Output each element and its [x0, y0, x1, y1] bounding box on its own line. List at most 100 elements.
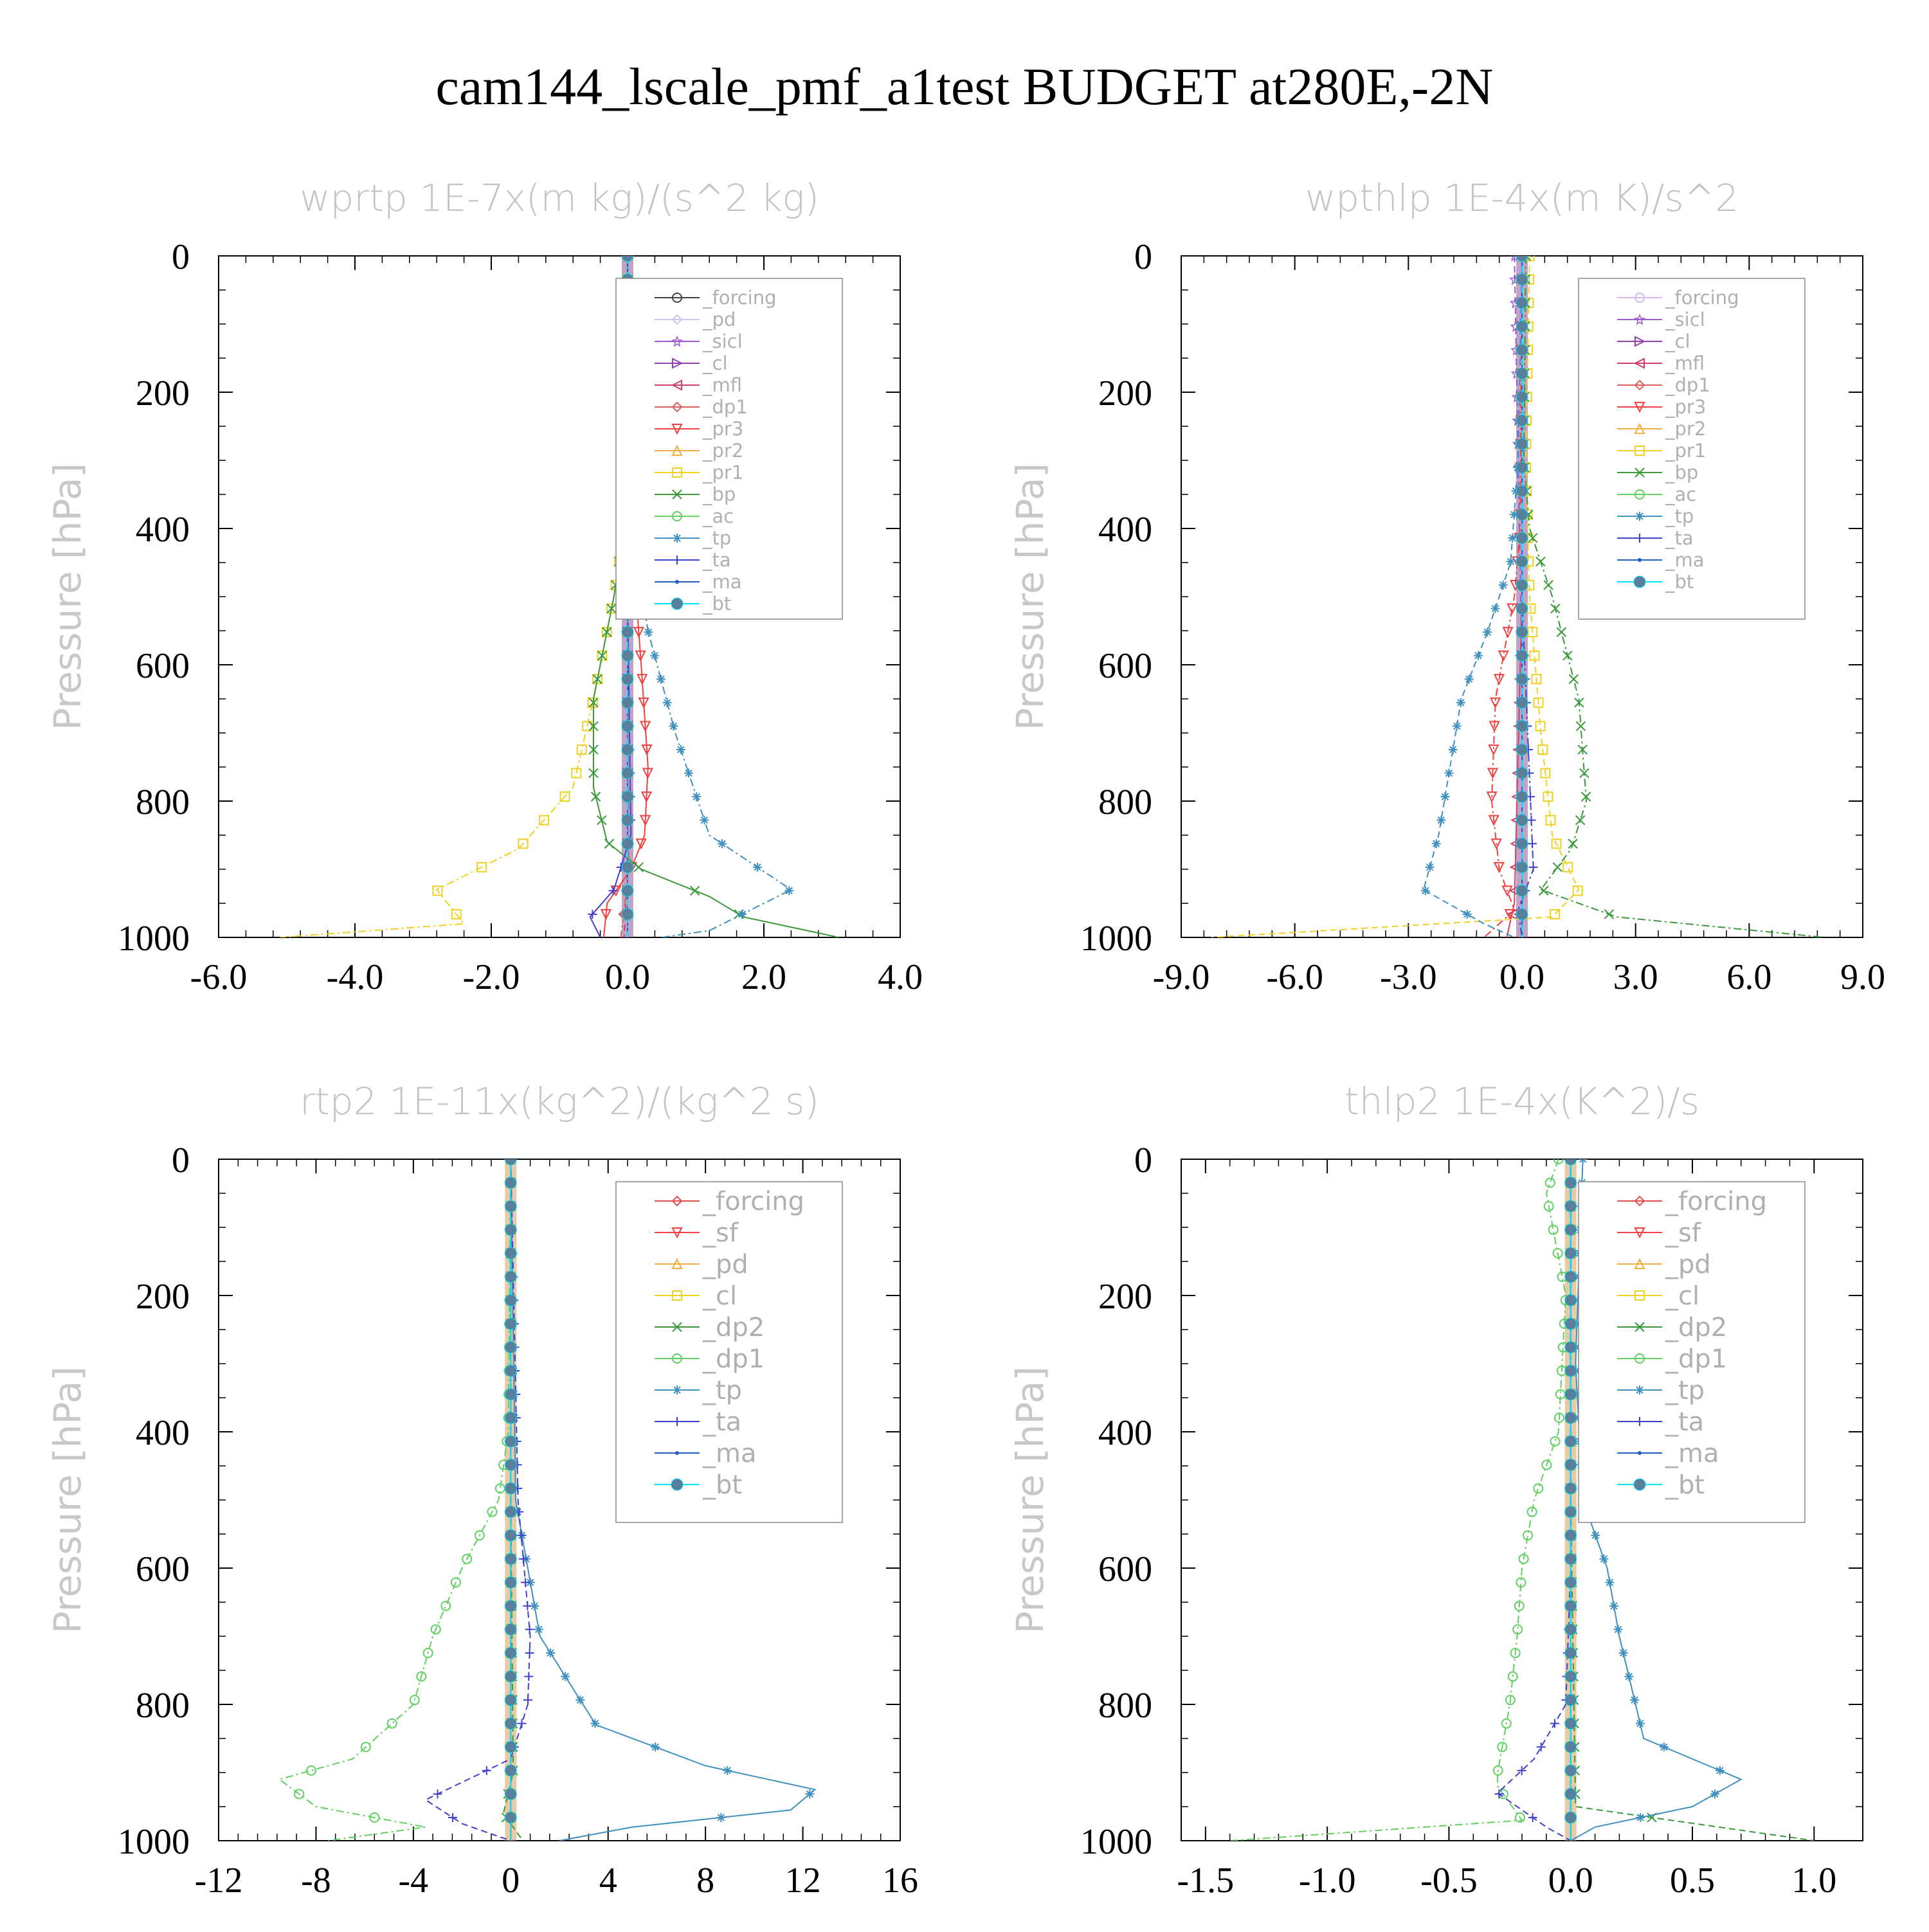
series-line [280, 256, 628, 937]
data-point [662, 698, 672, 707]
legend-box [1578, 278, 1806, 620]
series-line [424, 1159, 531, 1841]
data-point [1444, 768, 1454, 778]
data-point [590, 791, 601, 802]
legend-marker [1635, 1353, 1645, 1364]
data-point [582, 721, 593, 732]
data-point [1506, 557, 1516, 566]
data-point [1516, 320, 1528, 333]
data-point [504, 1411, 517, 1424]
data-point [1564, 1159, 1577, 1166]
y-tick-label: 400 [136, 1413, 190, 1453]
data-point [1578, 1159, 1588, 1164]
data-point [1543, 1201, 1554, 1212]
data-point [738, 909, 747, 919]
data-point [588, 698, 599, 708]
legend-label: _ma [1665, 1439, 1719, 1468]
data-point [1516, 555, 1528, 568]
data-point [1541, 1459, 1552, 1470]
legend-label: _dp1 [1665, 374, 1710, 396]
data-point [689, 885, 700, 896]
data-point [676, 745, 685, 754]
legend-marker [1635, 1322, 1645, 1332]
legend-marker [1635, 336, 1646, 347]
data-point [1514, 1600, 1525, 1611]
legend-marker [1635, 512, 1644, 521]
x-tick-label: 4.0 [878, 957, 923, 997]
data-point [1464, 674, 1474, 684]
data-point [1494, 1789, 1504, 1799]
legend-label: _tp [702, 1376, 742, 1405]
data-point [1448, 745, 1458, 754]
legend-label: _dp1 [702, 1344, 765, 1374]
legend-label: _sicl [702, 330, 743, 352]
y-tick-label: 400 [1098, 1413, 1152, 1453]
legend-label: _ta [702, 549, 731, 571]
data-point [525, 1625, 534, 1634]
legend-marker [1638, 558, 1642, 562]
data-point [1489, 697, 1501, 709]
legend-label: _bp [1665, 462, 1698, 483]
data-point [504, 1177, 517, 1189]
data-point [1564, 1247, 1577, 1259]
legend-marker [671, 1258, 683, 1269]
y-tick-label: 400 [1098, 510, 1152, 550]
data-point [504, 1811, 517, 1824]
legend-label: _pd [702, 309, 736, 330]
legend-label: _ma [702, 1439, 756, 1468]
legend-marker [671, 335, 683, 347]
data-point [1510, 256, 1519, 262]
legend-marker [671, 444, 683, 456]
legend-label: _dp2 [1665, 1313, 1727, 1342]
data-point [621, 837, 634, 850]
legend-label: _sf [1665, 1218, 1701, 1248]
data-point [1564, 1811, 1577, 1824]
data-point [462, 1553, 473, 1564]
legend-marker [1635, 534, 1644, 543]
legend-marker [671, 597, 684, 610]
data-point [633, 862, 644, 872]
data-point [1456, 698, 1465, 707]
data-point [1572, 1389, 1582, 1399]
data-point [1564, 1177, 1577, 1189]
legend-marker [1633, 1478, 1646, 1491]
series-dp1 [1229, 1159, 1571, 1841]
legend-label: _forcing [1665, 1187, 1767, 1216]
data-point [644, 627, 653, 637]
data-point [604, 838, 615, 849]
y-tick-label: 200 [1098, 374, 1152, 413]
data-point [1498, 580, 1508, 590]
data-point [294, 1789, 305, 1800]
data-point [1550, 603, 1561, 614]
data-point [590, 1719, 600, 1728]
legend-marker [671, 1478, 684, 1491]
data-point [1517, 1765, 1526, 1775]
data-point [1630, 1695, 1640, 1705]
data-point [1528, 533, 1538, 543]
data-point [1518, 1553, 1529, 1564]
data-point [386, 1718, 397, 1729]
data-point [601, 627, 612, 638]
legend-label: _ac [1665, 483, 1696, 505]
data-point [1462, 909, 1472, 919]
data-point [621, 908, 634, 921]
x-tick-label: 8 [696, 1861, 714, 1900]
legend-marker [1634, 1258, 1645, 1269]
y-tick-label: 600 [136, 646, 190, 686]
data-point [700, 815, 709, 825]
data-point [1528, 1812, 1537, 1822]
data-point [1599, 1554, 1609, 1564]
data-point [538, 815, 549, 826]
data-point [1516, 256, 1528, 262]
data-point [1516, 861, 1528, 874]
y-tick-label: 0 [1134, 237, 1152, 277]
panel-title: wpthlp 1E-4x(m K)/s^2 [1305, 176, 1739, 220]
legend-marker [1633, 357, 1645, 369]
legend: _forcing_sicl_cl_mfl_dp1_pr3_pr2_pr1_bp_… [1578, 278, 1806, 620]
data-point [1535, 721, 1546, 732]
data-point [1573, 1296, 1582, 1305]
data-point [1564, 1506, 1577, 1519]
data-point [1575, 721, 1586, 732]
data-point [1516, 814, 1528, 827]
